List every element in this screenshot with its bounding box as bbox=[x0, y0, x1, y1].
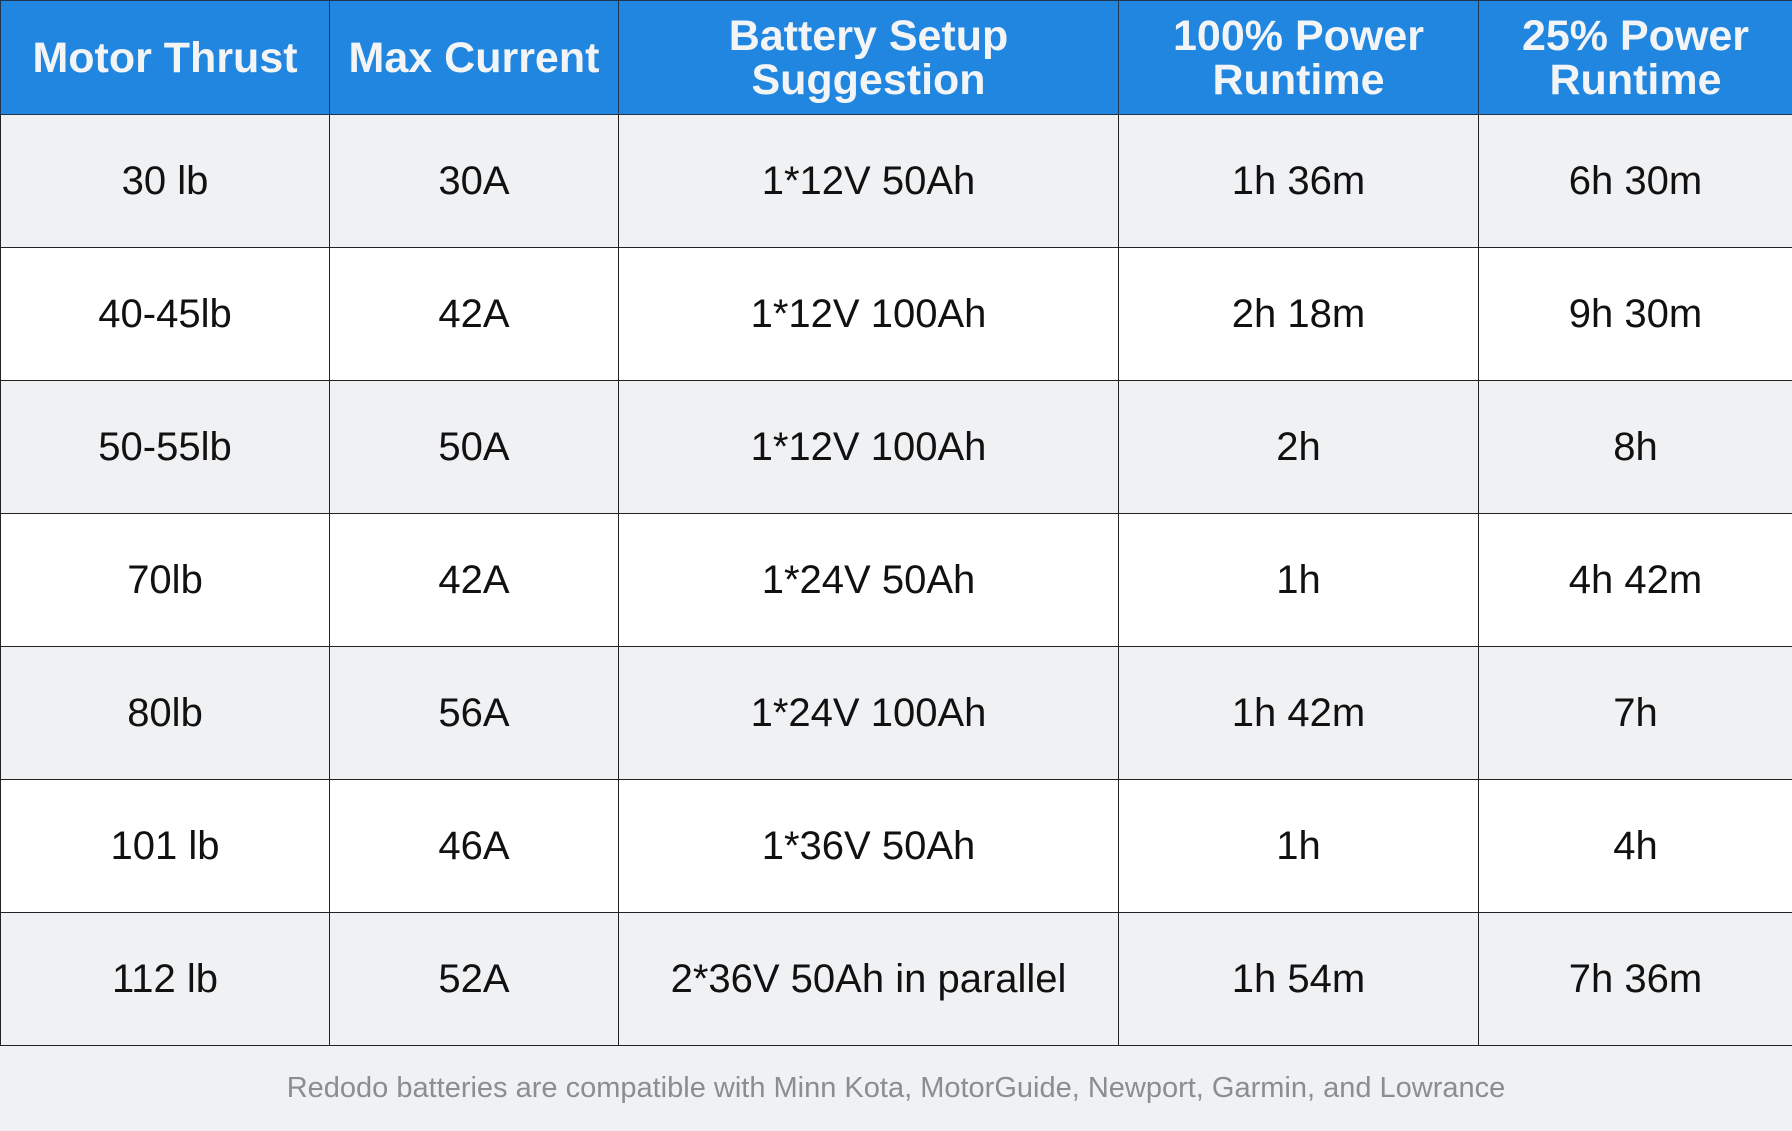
cell-full-power-runtime: 1h 42m bbox=[1119, 647, 1479, 780]
cell-battery-setup: 2*36V 50Ah in parallel bbox=[619, 913, 1119, 1046]
cell-full-power-runtime: 1h bbox=[1119, 514, 1479, 647]
cell-quarter-power-runtime: 9h 30m bbox=[1479, 248, 1792, 381]
cell-quarter-power-runtime: 8h bbox=[1479, 381, 1792, 514]
footer-note: Redodo batteries are compatible with Min… bbox=[0, 1046, 1792, 1131]
header-quarter-power-runtime: 25% Power Runtime bbox=[1479, 1, 1792, 115]
header-motor-thrust: Motor Thrust bbox=[1, 1, 330, 115]
cell-battery-setup: 1*12V 100Ah bbox=[619, 381, 1119, 514]
cell-max-current: 50A bbox=[330, 381, 619, 514]
runtime-table: Motor Thrust Max Current Battery Setup S… bbox=[0, 0, 1792, 1046]
cell-battery-setup: 1*12V 50Ah bbox=[619, 115, 1119, 248]
cell-motor-thrust: 80lb bbox=[1, 647, 330, 780]
cell-full-power-runtime: 1h 36m bbox=[1119, 115, 1479, 248]
cell-max-current: 56A bbox=[330, 647, 619, 780]
cell-motor-thrust: 50-55lb bbox=[1, 381, 330, 514]
cell-full-power-runtime: 2h bbox=[1119, 381, 1479, 514]
cell-quarter-power-runtime: 4h 42m bbox=[1479, 514, 1792, 647]
cell-motor-thrust: 70lb bbox=[1, 514, 330, 647]
cell-max-current: 46A bbox=[330, 780, 619, 913]
cell-battery-setup: 1*12V 100Ah bbox=[619, 248, 1119, 381]
cell-max-current: 52A bbox=[330, 913, 619, 1046]
cell-motor-thrust: 30 lb bbox=[1, 115, 330, 248]
cell-battery-setup: 1*24V 50Ah bbox=[619, 514, 1119, 647]
cell-battery-setup: 1*36V 50Ah bbox=[619, 780, 1119, 913]
cell-quarter-power-runtime: 7h 36m bbox=[1479, 913, 1792, 1046]
cell-max-current: 42A bbox=[330, 514, 619, 647]
cell-quarter-power-runtime: 4h bbox=[1479, 780, 1792, 913]
cell-quarter-power-runtime: 6h 30m bbox=[1479, 115, 1792, 248]
header-full-power-runtime: 100% Power Runtime bbox=[1119, 1, 1479, 115]
cell-motor-thrust: 101 lb bbox=[1, 780, 330, 913]
cell-motor-thrust: 112 lb bbox=[1, 913, 330, 1046]
cell-battery-setup: 1*24V 100Ah bbox=[619, 647, 1119, 780]
cell-max-current: 42A bbox=[330, 248, 619, 381]
cell-quarter-power-runtime: 7h bbox=[1479, 647, 1792, 780]
cell-full-power-runtime: 2h 18m bbox=[1119, 248, 1479, 381]
cell-full-power-runtime: 1h 54m bbox=[1119, 913, 1479, 1046]
cell-max-current: 30A bbox=[330, 115, 619, 248]
cell-full-power-runtime: 1h bbox=[1119, 780, 1479, 913]
header-row: Motor Thrust Max Current Battery Setup S… bbox=[1, 1, 1792, 115]
header-battery-setup: Battery Setup Suggestion bbox=[619, 1, 1119, 115]
header-max-current: Max Current bbox=[330, 1, 619, 115]
cell-motor-thrust: 40-45lb bbox=[1, 248, 330, 381]
